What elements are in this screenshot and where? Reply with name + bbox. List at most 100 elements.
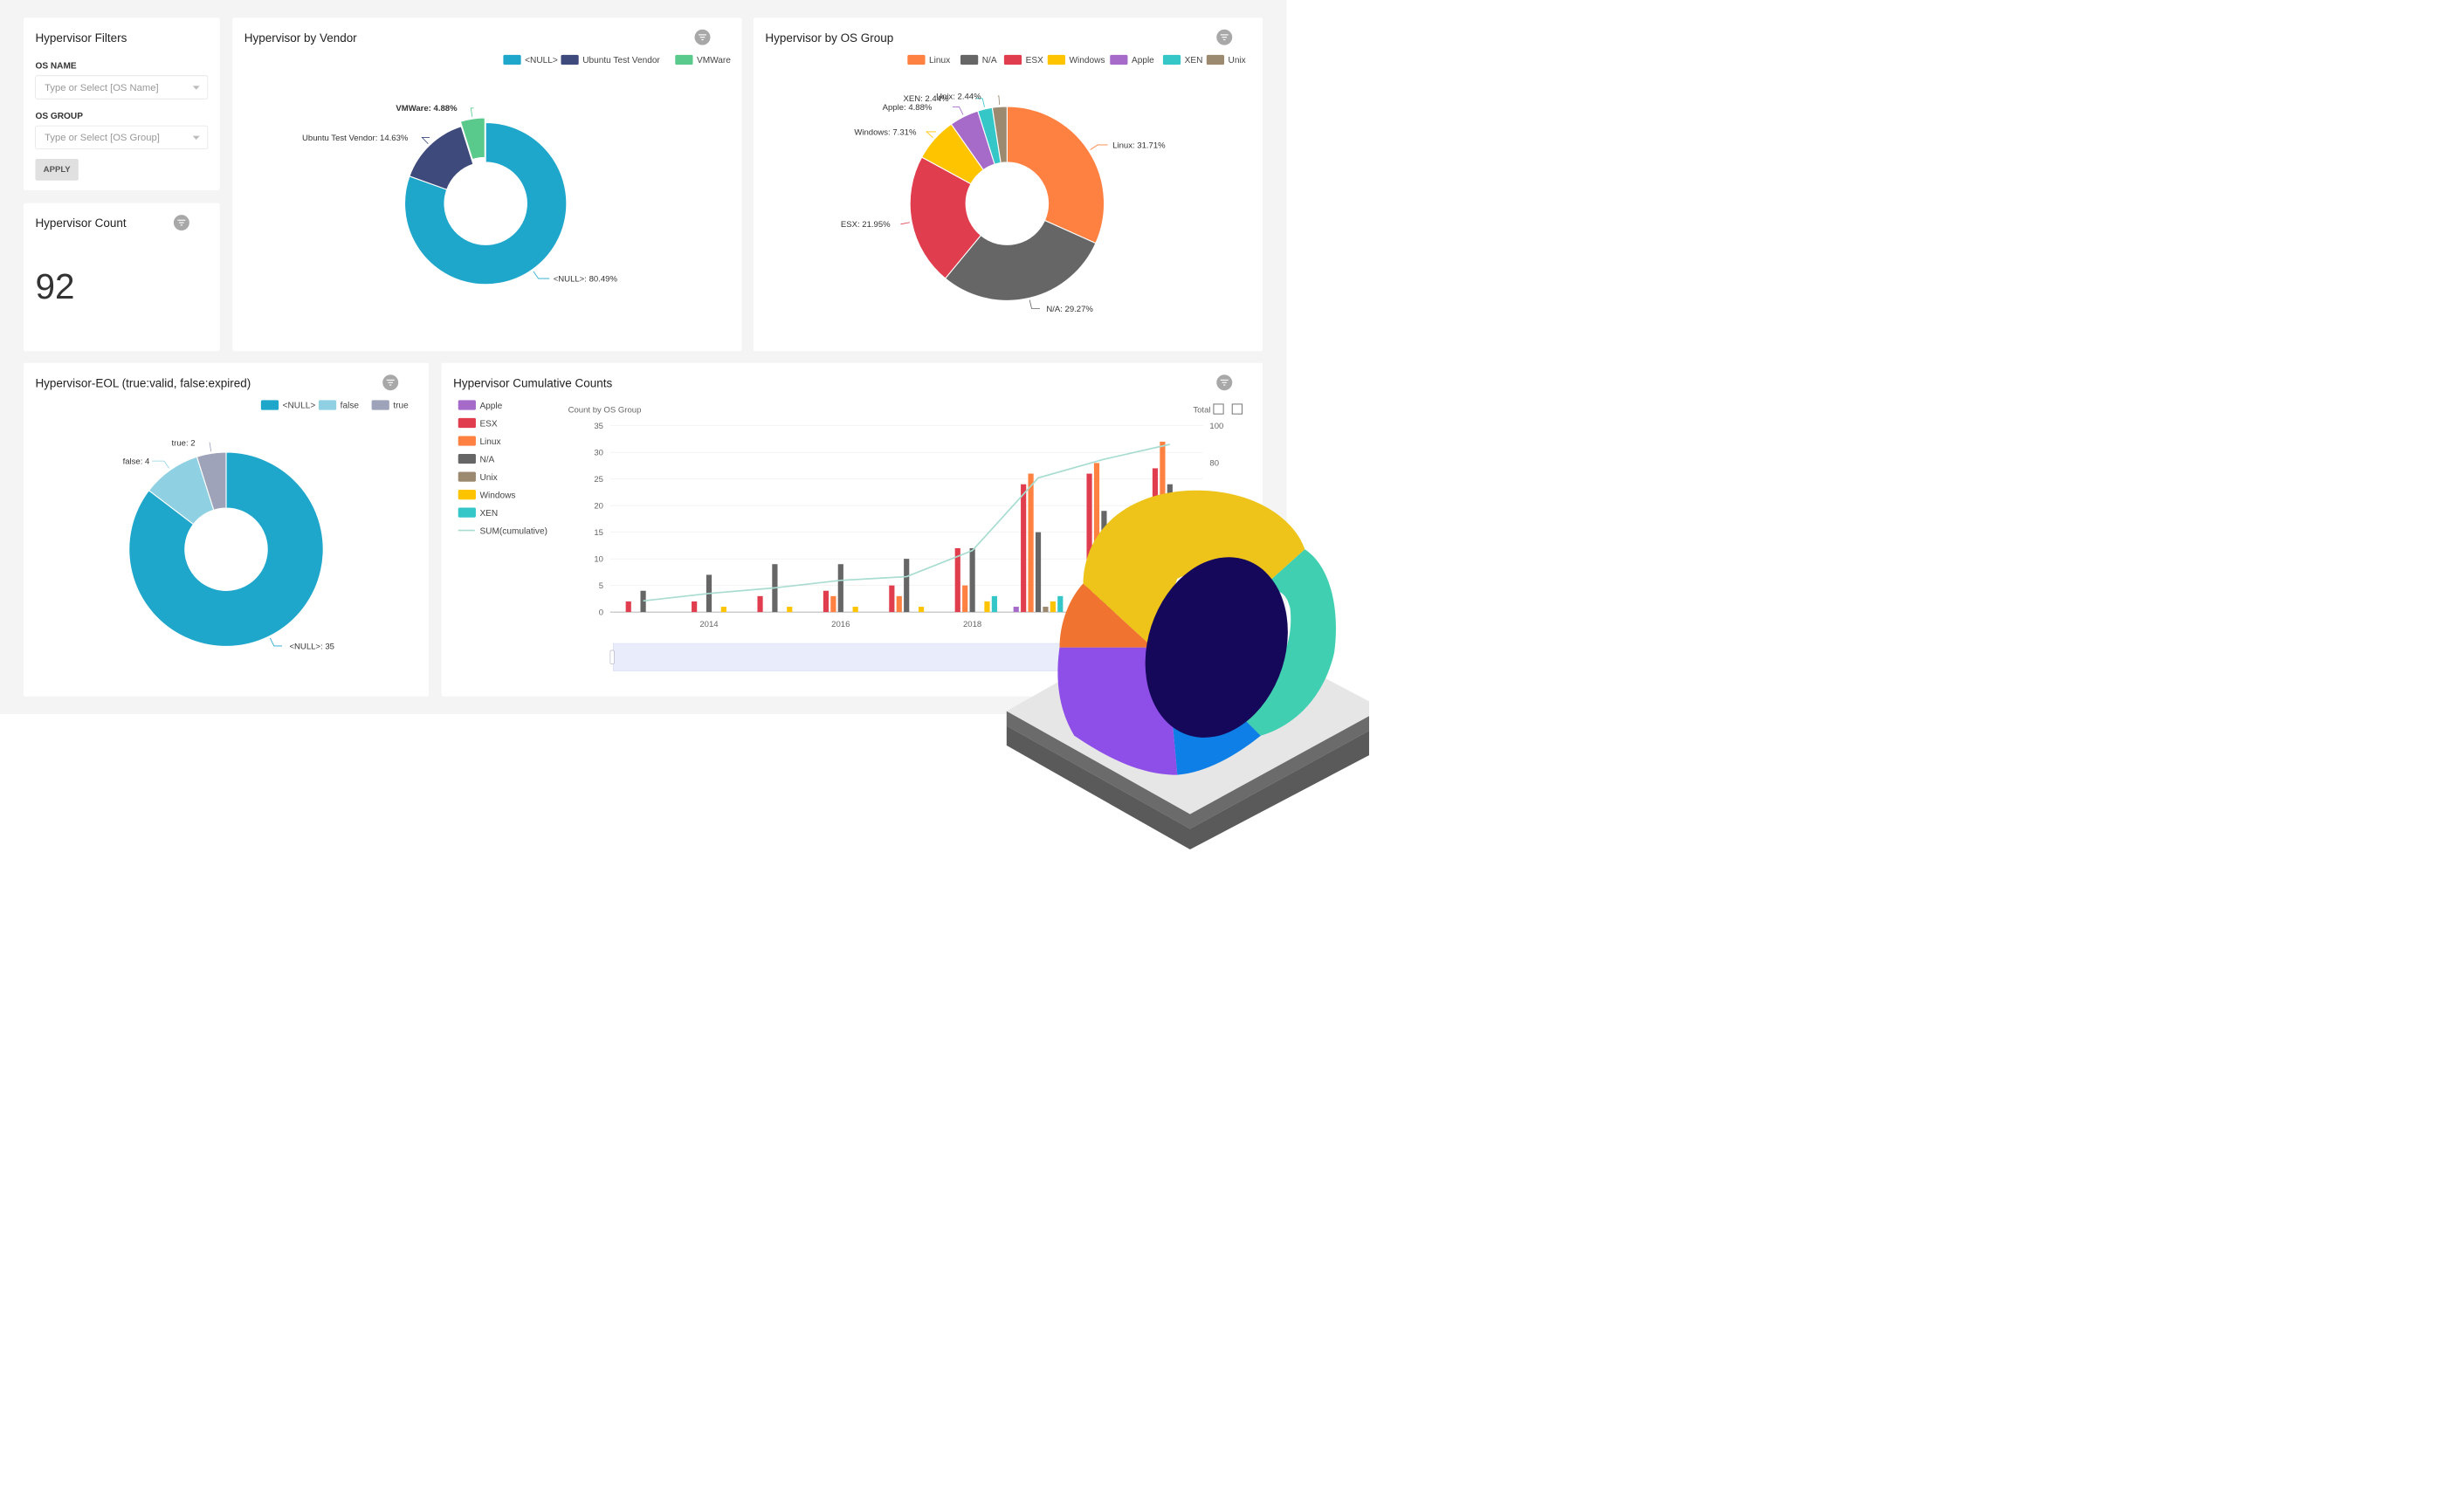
slice-n-a[interactable]: [944, 219, 1097, 301]
slice-label-true: true: 2: [172, 438, 196, 448]
legend-swatch-xen[interactable]: [1162, 54, 1181, 65]
legend-label-ubuntu-test-vendor: Ubuntu Test Vendor: [582, 56, 660, 65]
y-tick-label: 15: [594, 528, 603, 538]
donut-osgroup: Unix XEN Apple Windows ESX N/A Linux Linux: 31.…: [841, 54, 1246, 314]
legend-swatch-esx[interactable]: [458, 417, 476, 429]
leader-line-null: [269, 637, 283, 647]
legend-swatch-unix[interactable]: [1206, 54, 1225, 65]
isometric-donut-logo-icon: [1006, 490, 1369, 850]
leader-line-linux: [1090, 144, 1108, 150]
bar-esx-2015[interactable]: [757, 595, 763, 613]
bar-n-a-2018[interactable]: [969, 547, 975, 613]
legend-label-sum-cumulative: SUM(cumulative): [479, 527, 547, 537]
bar-linux-2018[interactable]: [962, 585, 968, 613]
legend-label-n-a: N/A: [982, 56, 997, 65]
bar-windows-2016[interactable]: [852, 607, 858, 613]
filter-icon[interactable]: [382, 375, 399, 391]
bar-windows-2015[interactable]: [787, 607, 793, 613]
logo-segment-teal: [1236, 549, 1336, 736]
os-name-label: OS NAME: [35, 60, 77, 71]
legend-swatch-true[interactable]: [371, 400, 389, 410]
y-tick-label: 10: [594, 555, 603, 565]
slice-label-linux: Linux: 31.71%: [1112, 141, 1166, 150]
restore-icon[interactable]: [1231, 403, 1243, 415]
y2-tick-label: 100: [1209, 422, 1223, 431]
legend-swatch-linux[interactable]: [458, 436, 476, 446]
legend-swatch-vmware[interactable]: [675, 54, 693, 65]
bar-linux-2017[interactable]: [896, 595, 902, 613]
legend-swatch-null[interactable]: [260, 400, 279, 410]
slice-esx[interactable]: [909, 156, 982, 279]
bar-linux-2016[interactable]: [830, 595, 836, 613]
slice-label-vmware: VMWare: 4.88%: [396, 104, 458, 113]
bar-n-a-2013[interactable]: [640, 590, 646, 613]
slice-label-false: false: 4: [123, 457, 150, 466]
y-tick-label: 30: [594, 449, 603, 458]
legend-swatch-false[interactable]: [318, 400, 337, 410]
slice-null[interactable]: [403, 121, 568, 285]
bar-xen-2018[interactable]: [991, 595, 997, 613]
legend-swatch-n-a[interactable]: [960, 54, 979, 65]
apply-button[interactable]: APPLY: [35, 159, 79, 181]
os-group-select[interactable]: Type or Select [OS Group]: [35, 125, 209, 149]
legend-swatch-windows[interactable]: [1047, 54, 1066, 65]
line-sum-cumulative[interactable]: [643, 443, 1171, 602]
bar-windows-2017[interactable]: [918, 607, 925, 613]
bar-windows-2018[interactable]: [984, 601, 990, 613]
filter-icon[interactable]: [1216, 29, 1233, 45]
slice-null[interactable]: [128, 451, 324, 648]
bar-linux-2019[interactable]: [1028, 473, 1034, 613]
legend-swatch-windows[interactable]: [458, 489, 476, 500]
bar-n-a-2017[interactable]: [904, 559, 910, 613]
bar-esx-2019[interactable]: [1021, 484, 1027, 613]
slice-linux[interactable]: [1006, 106, 1105, 244]
bar-esx-2014[interactable]: [692, 601, 698, 613]
legend-label-apple: Apple: [1132, 56, 1154, 65]
legend-label-n-a: N/A: [479, 455, 494, 464]
bar-esx-2020[interactable]: [1086, 473, 1092, 613]
bar-n-a-2016[interactable]: [837, 564, 843, 613]
legend-swatch-ubuntu-test-vendor[interactable]: [561, 54, 579, 65]
zoom-icon[interactable]: [1213, 403, 1224, 415]
bar-esx-2017[interactable]: [889, 585, 895, 613]
slice-ubuntu-test-vendor[interactable]: [409, 126, 474, 190]
y-tick-label: 0: [599, 608, 603, 617]
legend-swatch-unix[interactable]: [458, 471, 476, 482]
bar-unix-2019[interactable]: [1043, 607, 1049, 613]
slice-true[interactable]: [196, 451, 227, 511]
legend-swatch-n-a[interactable]: [458, 453, 476, 464]
slice-label-null: <NULL>: 35: [289, 642, 334, 651]
filter-icon[interactable]: [694, 29, 711, 45]
bar-xen-2019[interactable]: [1057, 595, 1064, 613]
legend-swatch-linux[interactable]: [907, 54, 926, 65]
bar-windows-2014[interactable]: [720, 607, 726, 613]
bar-apple-2019[interactable]: [1013, 607, 1019, 613]
filter-icon[interactable]: [1216, 375, 1233, 391]
bar-esx-2013[interactable]: [625, 601, 631, 613]
donut-eol: true false <NULL> <NULL>: 35 false: 4 true: 2: [123, 400, 409, 651]
os-name-select[interactable]: Type or Select [OS Name]: [35, 75, 209, 100]
legend-swatch-apple[interactable]: [458, 400, 476, 410]
legend-swatch-esx[interactable]: [1003, 54, 1022, 65]
bar-esx-2018[interactable]: [954, 547, 960, 613]
slice-unix[interactable]: [991, 106, 1008, 164]
legend-label-true: true: [393, 401, 409, 410]
legend-label-vmware: VMWare: [697, 56, 731, 65]
vendor-panel: Hypervisor by Vendor: [232, 17, 742, 352]
legend-swatch-xen[interactable]: [458, 507, 476, 518]
filter-icon[interactable]: [173, 215, 189, 231]
osgroup-title: Hypervisor by OS Group: [765, 31, 894, 45]
left-axis-title: Count by OS Group: [568, 405, 642, 415]
slice-vmware[interactable]: [459, 117, 485, 161]
datazoom-handle-left[interactable]: [609, 649, 615, 664]
leader-line-true: [209, 442, 212, 452]
x-tick-label: 2014: [699, 620, 719, 629]
legend-swatch-null[interactable]: [503, 54, 521, 65]
legend-label-null: <NULL>: [525, 56, 558, 65]
bar-n-a-2019[interactable]: [1035, 532, 1042, 613]
bar-windows-2019[interactable]: [1050, 601, 1056, 613]
legend-swatch-apple[interactable]: [1110, 54, 1128, 65]
bar-esx-2016[interactable]: [823, 590, 830, 613]
y-tick-label: 20: [594, 502, 603, 512]
slice-label-null: <NULL>: 80.49%: [554, 274, 618, 284]
